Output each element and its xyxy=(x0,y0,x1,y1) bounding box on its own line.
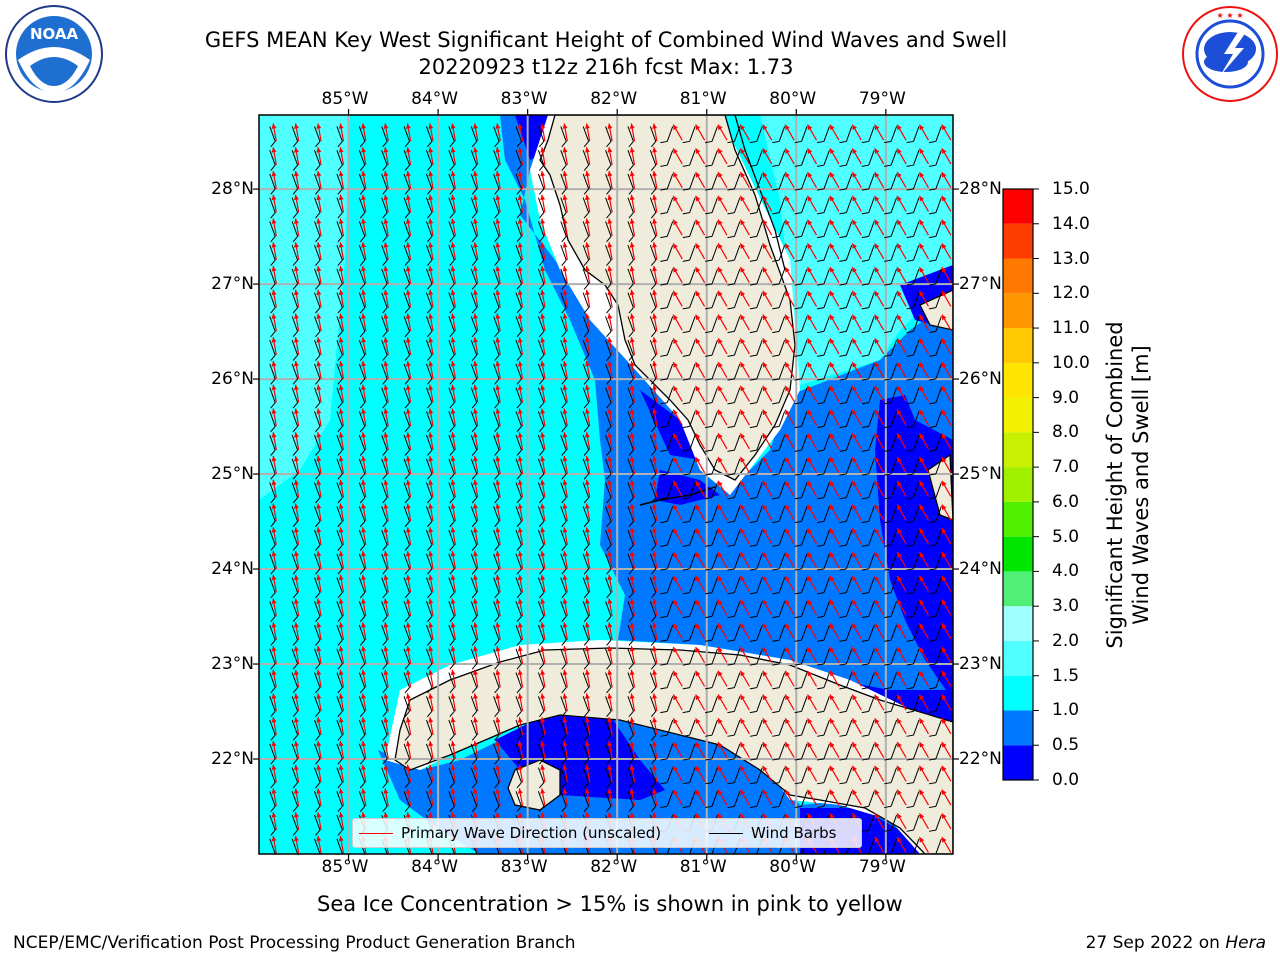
lat-label-left: 28°N xyxy=(211,179,254,200)
colorbar-segment-0 xyxy=(1003,745,1033,780)
lat-label-right: 23°N xyxy=(959,654,1002,675)
lon-label-top: 81°W xyxy=(679,89,727,109)
colorbar-segment-8 xyxy=(1003,467,1033,502)
colorbar-segment-11 xyxy=(1003,362,1033,398)
lat-label-right: 24°N xyxy=(959,559,1002,580)
lon-label-bottom: 83°W xyxy=(500,857,548,877)
colorbar-tick-label: 13.0 xyxy=(1052,248,1090,269)
colorbar-tick-label: 11.0 xyxy=(1052,318,1090,339)
lat-label-right: 28°N xyxy=(959,179,1002,200)
colorbar-segment-5 xyxy=(1003,571,1033,607)
colorbar-segment-16 xyxy=(1003,189,1033,224)
colorbar xyxy=(1002,188,1039,781)
lon-label-bottom: 79°W xyxy=(858,857,906,877)
colorbar-tick-label: 4.0 xyxy=(1052,561,1080,582)
legend-item-wind-barbs: Wind Barbs xyxy=(709,824,836,842)
lat-label-right: 26°N xyxy=(959,369,1002,390)
colorbar-tick-label: 9.0 xyxy=(1052,387,1080,408)
legend: Primary Wave Direction (unscaled) Wind B… xyxy=(352,818,862,848)
noaa-logo: NOAA xyxy=(5,5,103,103)
lat-label-right: 22°N xyxy=(959,749,1002,769)
lat-label-left: 25°N xyxy=(211,464,254,485)
lon-label-top: 84°W xyxy=(411,89,459,109)
legend-black-line xyxy=(709,832,743,834)
svg-text:NOAA: NOAA xyxy=(30,25,79,43)
colorbar-tick-label: 14.0 xyxy=(1052,213,1090,234)
footer-date: 27 Sep 2022 on Hera xyxy=(1085,933,1266,953)
colorbar-tick-label: 0.5 xyxy=(1052,735,1080,756)
colorbar-tick-label: 2.0 xyxy=(1052,630,1080,651)
lat-label-right: 25°N xyxy=(959,464,1002,485)
colorbar-segment-14 xyxy=(1003,258,1033,294)
colorbar-segment-9 xyxy=(1003,432,1033,468)
lon-label-top: 83°W xyxy=(500,89,548,109)
lat-label-right: 27°N xyxy=(959,274,1002,295)
lon-label-bottom: 81°W xyxy=(679,857,727,877)
wave-band-1.5-2.0 xyxy=(259,115,350,500)
lon-label-bottom: 82°W xyxy=(590,857,638,877)
lon-label-top: 80°W xyxy=(769,89,817,109)
lon-label-top: 82°W xyxy=(590,89,638,109)
lon-label-bottom: 84°W xyxy=(411,857,459,877)
colorbar-tick-label: 10.0 xyxy=(1052,352,1090,373)
lon-label-top: 85°W xyxy=(321,89,369,109)
colorbar-tick-label: 5.0 xyxy=(1052,526,1080,547)
nws-logo: ★ ★ ★ xyxy=(1182,6,1278,102)
lat-label-left: 22°N xyxy=(211,749,254,769)
colorbar-tick-label: 1.0 xyxy=(1052,700,1080,721)
legend-red-line xyxy=(359,832,393,834)
chart-subtitle-forecast: 20220923 t12z 216h fcst Max: 1.73 xyxy=(418,55,794,79)
colorbar-segment-13 xyxy=(1003,293,1033,329)
colorbar-tick-label: 7.0 xyxy=(1052,457,1080,478)
lat-label-left: 24°N xyxy=(211,559,254,580)
colorbar-segment-3 xyxy=(1003,640,1033,676)
lat-label-left: 27°N xyxy=(211,274,254,295)
footer-branch: NCEP/EMC/Verification Post Processing Pr… xyxy=(13,933,576,953)
colorbar-segment-2 xyxy=(1003,675,1033,711)
sea-ice-note: Sea Ice Concentration > 15% is shown in … xyxy=(317,892,903,916)
colorbar-tick-label: 6.0 xyxy=(1052,491,1080,512)
legend-item-wave-direction: Primary Wave Direction (unscaled) xyxy=(359,824,661,842)
map-gridlines xyxy=(259,115,953,854)
colorbar-segment-4 xyxy=(1003,606,1033,641)
colorbar-title-line2: Wind Waves and Swell [m] xyxy=(1129,345,1153,625)
colorbar-segment-10 xyxy=(1003,397,1033,433)
colorbar-title-line1: Significant Height of Combined xyxy=(1103,321,1127,649)
lon-label-bottom: 80°W xyxy=(769,857,817,877)
colorbar-segment-7 xyxy=(1003,501,1033,537)
svg-text:★ ★ ★: ★ ★ ★ xyxy=(1216,11,1243,20)
wave-band-0.5-1.0 xyxy=(500,115,953,700)
map-frame xyxy=(258,114,954,855)
wind-barbs-layer xyxy=(269,126,942,854)
colorbar-segment-15 xyxy=(1003,223,1033,259)
colorbar-segment-6 xyxy=(1003,536,1033,572)
cuba-land xyxy=(394,647,953,854)
lon-label-top: 79°W xyxy=(858,89,906,109)
colorbar-tick-label: 1.5 xyxy=(1052,665,1080,686)
colorbar-tick-label: 15.0 xyxy=(1052,179,1090,199)
lat-label-left: 23°N xyxy=(211,654,254,675)
colorbar-segment-12 xyxy=(1003,328,1033,363)
lat-label-left: 26°N xyxy=(211,369,254,390)
colorbar-tick-label: 0.0 xyxy=(1052,770,1080,790)
colorbar-tick-label: 8.0 xyxy=(1052,422,1080,443)
colorbar-segment-1 xyxy=(1003,710,1033,746)
axis-ticks xyxy=(253,109,959,860)
colorbar-tick-label: 3.0 xyxy=(1052,596,1080,617)
chart-title: GEFS MEAN Key West Significant Height of… xyxy=(204,28,1008,52)
colorbar-tick-label: 12.0 xyxy=(1052,283,1090,304)
wave-direction-layer xyxy=(271,123,952,854)
lon-label-bottom: 85°W xyxy=(321,857,369,877)
